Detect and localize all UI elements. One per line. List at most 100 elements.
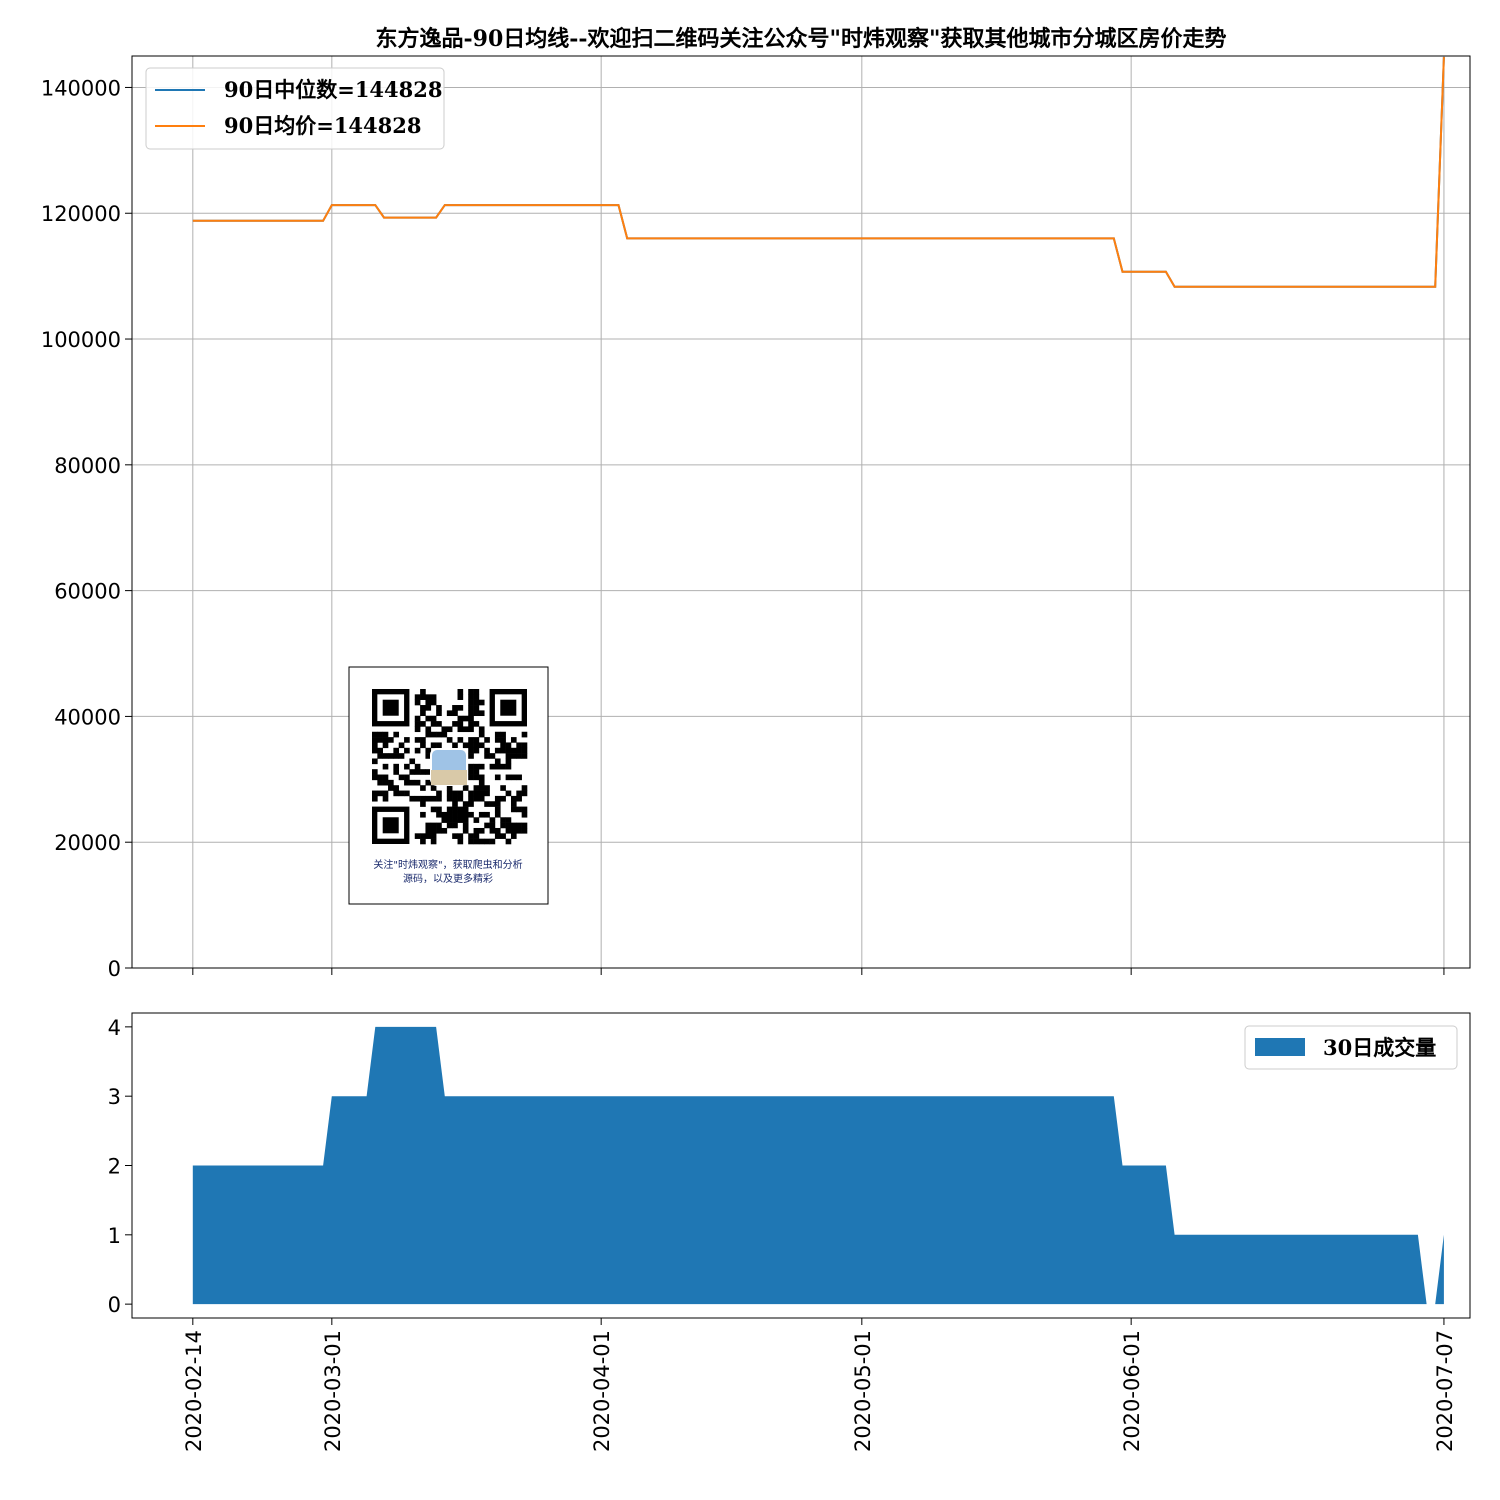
qr-module: [521, 827, 528, 834]
volume-y-ticks: 0 1 2 3 4: [108, 1016, 132, 1317]
qr-module: [393, 731, 400, 738]
qr-module: [489, 827, 496, 834]
qr-module: [494, 758, 501, 765]
qr-module: [462, 715, 469, 722]
qr-module: [478, 838, 485, 845]
qr-module: [516, 822, 522, 829]
qr-module: [489, 763, 496, 770]
qr-module: [468, 747, 474, 754]
qr-module: [505, 758, 512, 765]
qr-module: [420, 785, 426, 791]
qr-module: [372, 774, 378, 781]
qr-module: [425, 731, 432, 738]
qr-module: [409, 758, 416, 765]
qr-module: [516, 827, 522, 834]
qr-module: [500, 833, 506, 839]
qr-module: [505, 838, 512, 845]
qr-module: [510, 801, 517, 807]
qr-module: [457, 737, 464, 743]
qr-module: [462, 801, 469, 807]
qr-module: [372, 758, 378, 765]
qr-module: [478, 742, 485, 749]
qr-module: [436, 822, 442, 829]
qr-module: [420, 811, 426, 818]
qr-module: [452, 817, 458, 823]
qr-module: [420, 737, 426, 743]
qr-module: [468, 795, 474, 802]
qr-module: [462, 811, 469, 818]
qr-module: [516, 742, 522, 749]
qr-module: [500, 822, 506, 829]
qr-module: [500, 742, 506, 749]
qr-module: [500, 737, 506, 743]
qr-module: [462, 806, 469, 813]
qr-module: [473, 795, 480, 802]
qr-module: [452, 742, 458, 749]
qr-module: [521, 785, 528, 791]
qr-module: [468, 753, 474, 759]
qr-module: [398, 742, 405, 749]
qr-module: [414, 726, 421, 733]
qr-module: [516, 806, 522, 813]
qr-module: [478, 811, 485, 818]
volume-y-tick-label: 1: [108, 1224, 121, 1248]
qr-module: [388, 737, 394, 743]
qr-module: [452, 795, 458, 802]
volume-x-ticks: 2020-02-14 2020-03-01 2020-04-01 2020-05-01…: [182, 1318, 1457, 1452]
qr-module: [382, 742, 389, 749]
qr-module: [494, 763, 501, 770]
qr-module: [446, 785, 453, 791]
qr-module: [457, 694, 464, 700]
qr-module: [393, 747, 400, 754]
qr-module: [468, 715, 474, 722]
qr-module: [484, 785, 490, 791]
qr-module: [420, 833, 426, 839]
qr-module: [404, 790, 410, 797]
qr-module: [468, 801, 474, 807]
qr-module: [484, 838, 490, 845]
qr-module: [372, 795, 378, 802]
qr-module: [404, 747, 410, 754]
qr-module: [484, 753, 490, 759]
qr-module: [462, 785, 469, 791]
qr-module: [425, 769, 432, 775]
qr-module: [404, 774, 410, 781]
qr-module: [457, 833, 464, 839]
qr-module: [521, 753, 528, 759]
qr-module: [414, 721, 421, 727]
price-y-tick-label: 60000: [54, 580, 121, 604]
qr-module: [510, 795, 517, 802]
qr-module: [489, 838, 496, 845]
qr-module: [468, 710, 474, 717]
qr-module: [457, 790, 464, 797]
qr-module: [436, 705, 442, 711]
qr-module: [473, 827, 480, 834]
qr-module: [436, 795, 442, 802]
qr-module: [425, 715, 432, 722]
qr-module: [393, 763, 400, 770]
qr-module: [372, 769, 378, 775]
qr-module: [473, 774, 480, 781]
qr-module: [377, 779, 383, 786]
qr-module: [425, 827, 432, 834]
qr-module: [478, 779, 485, 786]
qr-module: [521, 731, 528, 738]
qr-module: [430, 785, 437, 791]
volume-area: [192, 1026, 1444, 1305]
qr-module: [446, 726, 453, 733]
x-tick-label: 2020-04-01: [590, 1330, 614, 1452]
price-y-ticks: 0 20000 40000 60000 80000 100000 120000 140000: [41, 76, 132, 981]
qr-module: [452, 790, 458, 797]
qr-module: [505, 753, 512, 759]
qr-module: [441, 827, 448, 834]
qr-module: [521, 747, 528, 754]
qr-module: [372, 742, 378, 749]
qr-module: [489, 822, 496, 829]
qr-module: [494, 827, 501, 834]
qr-module: [420, 801, 426, 807]
qr-module: [478, 731, 485, 738]
qr-code-image: 关注"时炜观察"，获取爬虫和分析 源码，以及更多精彩: [348, 666, 549, 905]
price-grid: [132, 56, 1470, 969]
qr-module: [457, 705, 464, 711]
qr-module: [420, 689, 426, 695]
